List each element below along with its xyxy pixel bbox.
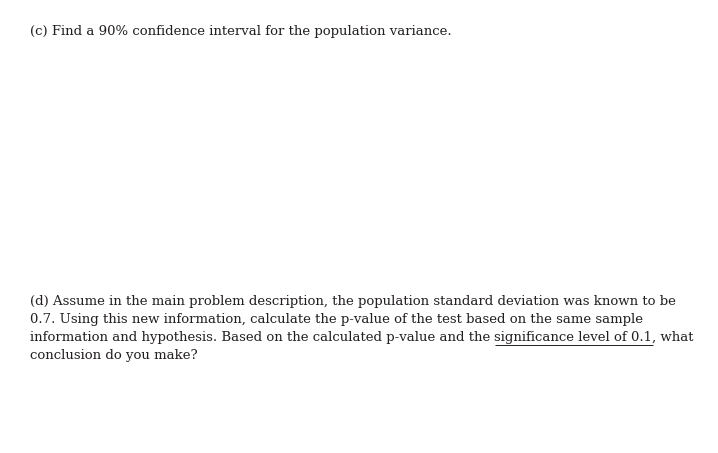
Text: significance level of 0.1: significance level of 0.1 bbox=[495, 331, 653, 344]
Text: (c) Find a 90% confidence interval for the population variance.: (c) Find a 90% confidence interval for t… bbox=[30, 25, 452, 38]
Text: , what: , what bbox=[653, 331, 694, 344]
Text: information and hypothesis. Based on the calculated p-value and the: information and hypothesis. Based on the… bbox=[30, 331, 495, 344]
Text: conclusion do you make?: conclusion do you make? bbox=[30, 349, 197, 362]
Text: 0.7. Using this new information, calculate the p-value of the test based on the : 0.7. Using this new information, calcula… bbox=[30, 313, 643, 326]
Text: (d) Assume in the main problem description, the population standard deviation wa: (d) Assume in the main problem descripti… bbox=[30, 295, 676, 308]
